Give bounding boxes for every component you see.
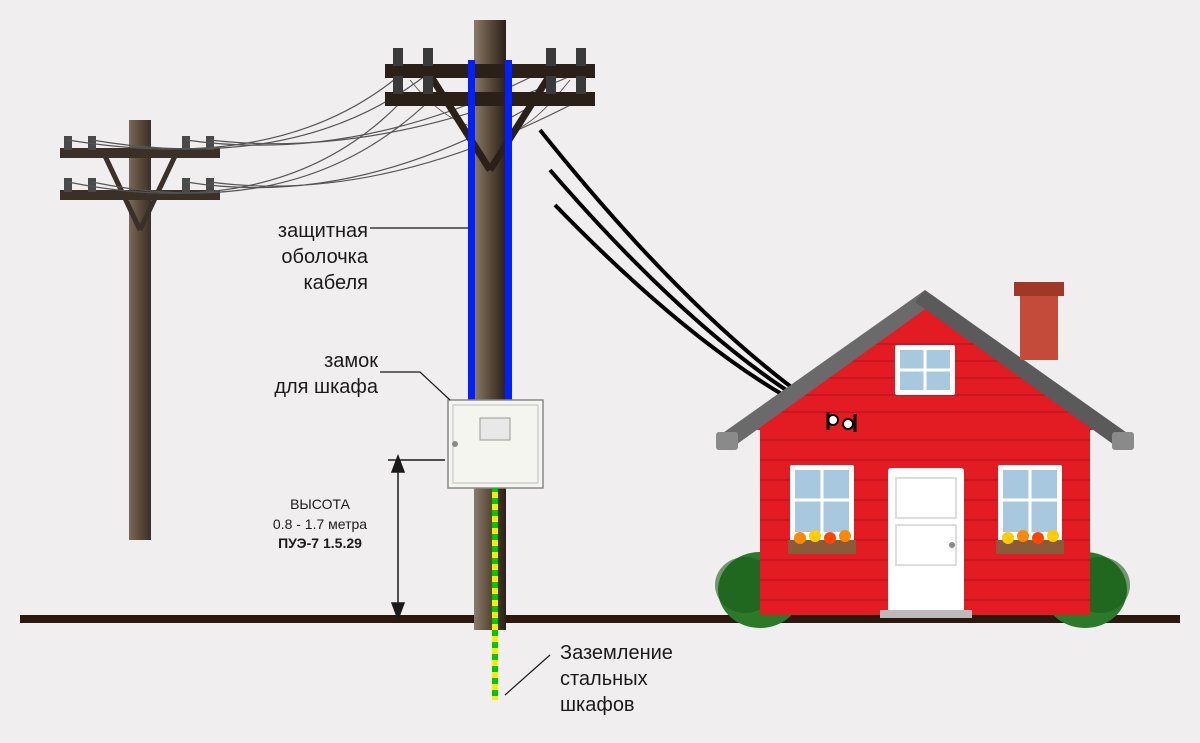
- cable-sheath-label: защитная оболочка кабеля: [258, 218, 368, 296]
- height-dimension-arrow: [388, 456, 445, 619]
- ground-line: [20, 615, 1180, 623]
- house: [715, 282, 1134, 628]
- diagram-canvas: [0, 0, 1200, 743]
- lock-label: замок для шкафа: [258, 348, 378, 400]
- height-label: ВЫСОТА 0.8 - 1.7 метра ПУЭ-7 1.5.29: [255, 495, 385, 554]
- foreground-pole: [385, 20, 595, 630]
- grounding-label: Заземление стальных шкафов: [560, 640, 673, 718]
- grounding-cable: [492, 488, 498, 700]
- meter-box: [448, 400, 543, 488]
